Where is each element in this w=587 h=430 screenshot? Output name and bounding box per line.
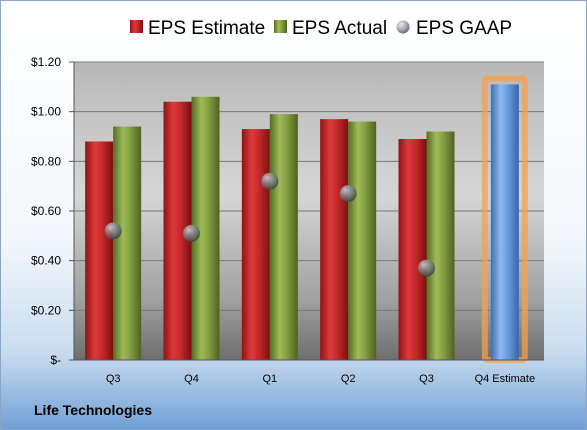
legend-label-actual: EPS Actual: [292, 18, 387, 39]
x-tick-label: Q3: [419, 373, 434, 385]
gaap-point: [104, 222, 122, 240]
y-tick-label: $-: [50, 353, 61, 367]
bar-eps-actual: [348, 121, 377, 360]
bar-eps-estimate: [85, 141, 114, 360]
gaap-point: [339, 185, 357, 203]
y-tick-label: $0.40: [31, 254, 61, 268]
x-tick-label: Q4: [184, 373, 199, 385]
bar-eps-estimate: [241, 129, 270, 360]
company-name: Life Technologies: [34, 402, 152, 418]
bar-eps-actual: [113, 126, 142, 360]
bar-eps-actual: [269, 114, 298, 361]
x-axis: Q3 Q4 Q1 Q2 Q3 Q4 Estimate: [74, 359, 544, 385]
legend-label-estimate: EPS Estimate: [148, 18, 265, 39]
bar-eps-actual: [426, 131, 455, 360]
y-tick-label: $1.20: [31, 55, 61, 69]
y-tick-label: $0.80: [31, 154, 61, 168]
legend-swatch-estimate: [130, 20, 143, 33]
x-tick-label: Q3: [106, 373, 121, 385]
legend-swatch-gaap: [396, 20, 410, 34]
gaap-point: [418, 259, 435, 277]
legend-swatch-actual: [274, 20, 287, 33]
gaap-point: [183, 224, 200, 242]
x-tick-label: Q1: [262, 373, 277, 385]
legend-label-gaap: EPS GAAP: [416, 18, 512, 39]
y-tick-label: $0.20: [31, 303, 61, 317]
y-tick-label: $1.00: [31, 105, 61, 119]
bar-eps-estimate: [398, 138, 427, 360]
gaap-point: [261, 172, 279, 190]
y-tick-label: $0.60: [31, 204, 61, 218]
x-tick-label: Q4 Estimate: [475, 373, 536, 385]
legend: EPS Estimate EPS Actual EPS GAAP: [130, 18, 512, 39]
bar-eps-estimate: [320, 119, 349, 360]
gaap-markers: [104, 172, 435, 277]
y-axis: $- $0.20 $0.40 $0.60 $0.80 $1.00 $1.20: [31, 55, 75, 367]
x-tick-label: Q2: [341, 373, 356, 385]
bar-q4-estimate: [490, 84, 519, 360]
